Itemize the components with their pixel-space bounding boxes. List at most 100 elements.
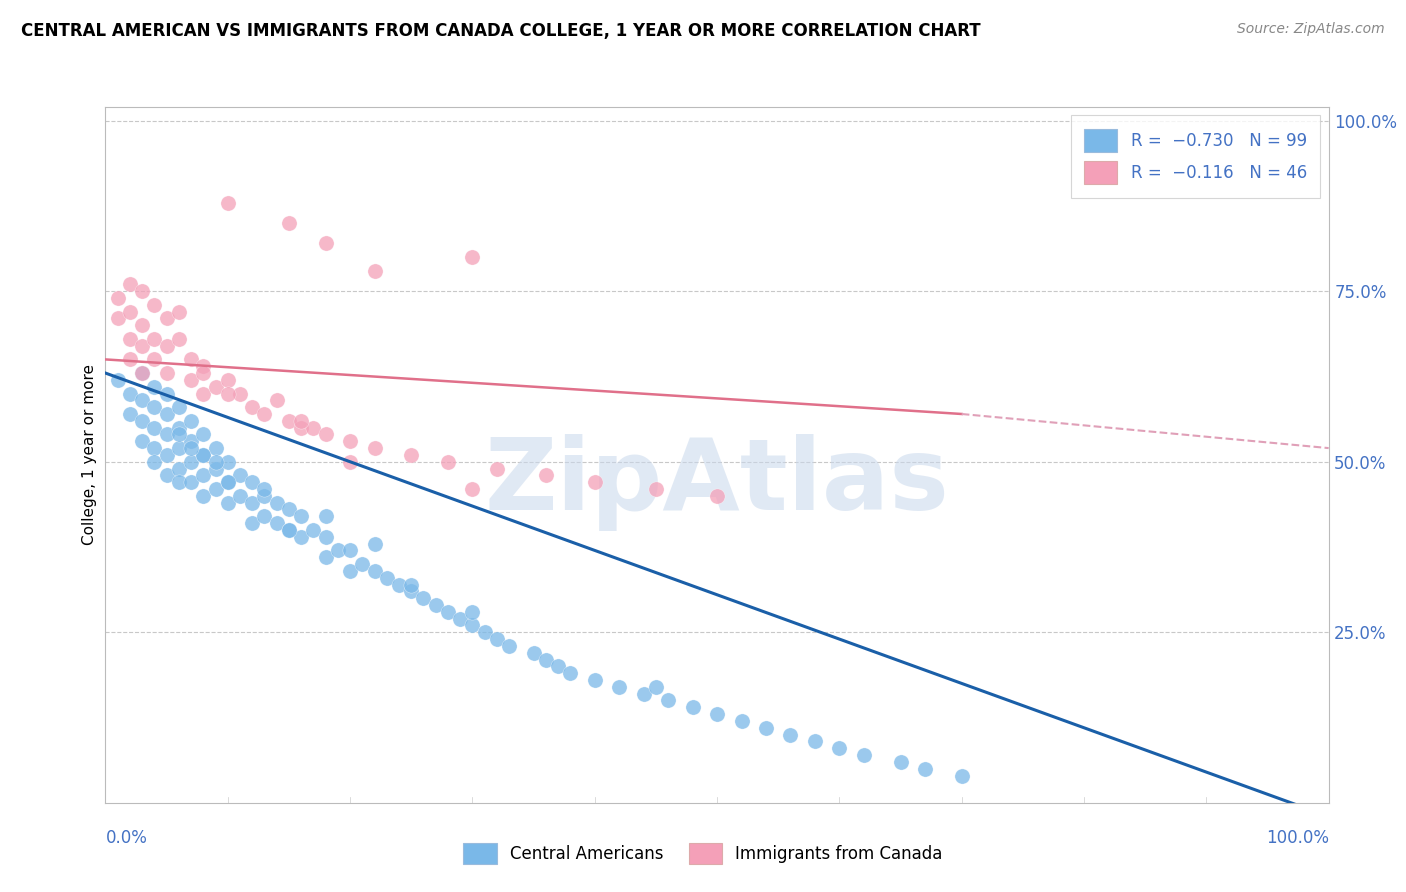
- Point: [204, 380, 226, 394]
- Point: [180, 434, 202, 449]
- Point: [143, 441, 166, 455]
- Point: [461, 605, 484, 619]
- Point: [240, 516, 263, 530]
- Point: [240, 475, 263, 490]
- Point: [253, 482, 276, 496]
- Point: [583, 475, 606, 490]
- Point: [156, 407, 179, 421]
- Point: [633, 687, 655, 701]
- Point: [217, 475, 239, 490]
- Point: [485, 461, 508, 475]
- Point: [143, 380, 166, 394]
- Point: [352, 557, 374, 571]
- Point: [474, 625, 496, 640]
- Point: [156, 427, 179, 442]
- Point: [363, 536, 385, 550]
- Point: [131, 366, 153, 380]
- Point: [339, 434, 361, 449]
- Point: [914, 762, 936, 776]
- Point: [167, 427, 190, 442]
- Point: [180, 475, 202, 490]
- Point: [828, 741, 851, 756]
- Legend: Central Americans, Immigrants from Canada: Central Americans, Immigrants from Canad…: [457, 837, 949, 871]
- Point: [204, 455, 226, 469]
- Point: [156, 448, 179, 462]
- Point: [290, 414, 312, 428]
- Point: [290, 420, 312, 434]
- Point: [118, 407, 141, 421]
- Text: ZipAtlas: ZipAtlas: [485, 434, 949, 532]
- Point: [131, 318, 153, 333]
- Point: [217, 195, 239, 210]
- Point: [180, 352, 202, 367]
- Point: [107, 291, 129, 305]
- Point: [278, 414, 301, 428]
- Point: [156, 339, 179, 353]
- Point: [143, 400, 166, 414]
- Point: [266, 393, 288, 408]
- Point: [339, 564, 361, 578]
- Point: [131, 414, 153, 428]
- Point: [315, 530, 337, 544]
- Point: [534, 468, 557, 483]
- Point: [193, 366, 215, 380]
- Point: [107, 373, 129, 387]
- Point: [607, 680, 630, 694]
- Point: [156, 311, 179, 326]
- Point: [229, 468, 252, 483]
- Point: [560, 666, 582, 681]
- Point: [425, 598, 447, 612]
- Point: [644, 680, 668, 694]
- Point: [852, 747, 875, 762]
- Point: [461, 618, 484, 632]
- Point: [804, 734, 827, 748]
- Point: [193, 427, 215, 442]
- Point: [118, 304, 141, 318]
- Point: [156, 468, 179, 483]
- Point: [302, 523, 325, 537]
- Point: [339, 543, 361, 558]
- Point: [180, 441, 202, 455]
- Point: [118, 332, 141, 346]
- Point: [156, 386, 179, 401]
- Point: [682, 700, 704, 714]
- Point: [889, 755, 911, 769]
- Point: [131, 284, 153, 298]
- Point: [143, 332, 166, 346]
- Point: [253, 407, 276, 421]
- Point: [266, 496, 288, 510]
- Point: [498, 639, 520, 653]
- Point: [217, 373, 239, 387]
- Point: [167, 332, 190, 346]
- Point: [193, 448, 215, 462]
- Point: [167, 441, 190, 455]
- Point: [180, 414, 202, 428]
- Point: [156, 366, 179, 380]
- Point: [706, 489, 728, 503]
- Point: [266, 516, 288, 530]
- Point: [118, 386, 141, 401]
- Point: [326, 543, 349, 558]
- Point: [229, 386, 252, 401]
- Point: [730, 714, 752, 728]
- Point: [315, 236, 337, 251]
- Point: [278, 523, 301, 537]
- Text: 100.0%: 100.0%: [1265, 829, 1329, 847]
- Point: [193, 359, 215, 374]
- Point: [217, 475, 239, 490]
- Point: [217, 455, 239, 469]
- Point: [253, 509, 276, 524]
- Point: [143, 352, 166, 367]
- Point: [204, 441, 226, 455]
- Point: [278, 502, 301, 516]
- Point: [131, 393, 153, 408]
- Point: [193, 386, 215, 401]
- Point: [180, 455, 202, 469]
- Point: [401, 577, 423, 591]
- Point: [143, 455, 166, 469]
- Point: [461, 250, 484, 264]
- Legend: R =  −0.730   N = 99, R =  −0.116   N = 46: R = −0.730 N = 99, R = −0.116 N = 46: [1071, 115, 1320, 197]
- Point: [412, 591, 434, 606]
- Point: [302, 420, 325, 434]
- Point: [290, 509, 312, 524]
